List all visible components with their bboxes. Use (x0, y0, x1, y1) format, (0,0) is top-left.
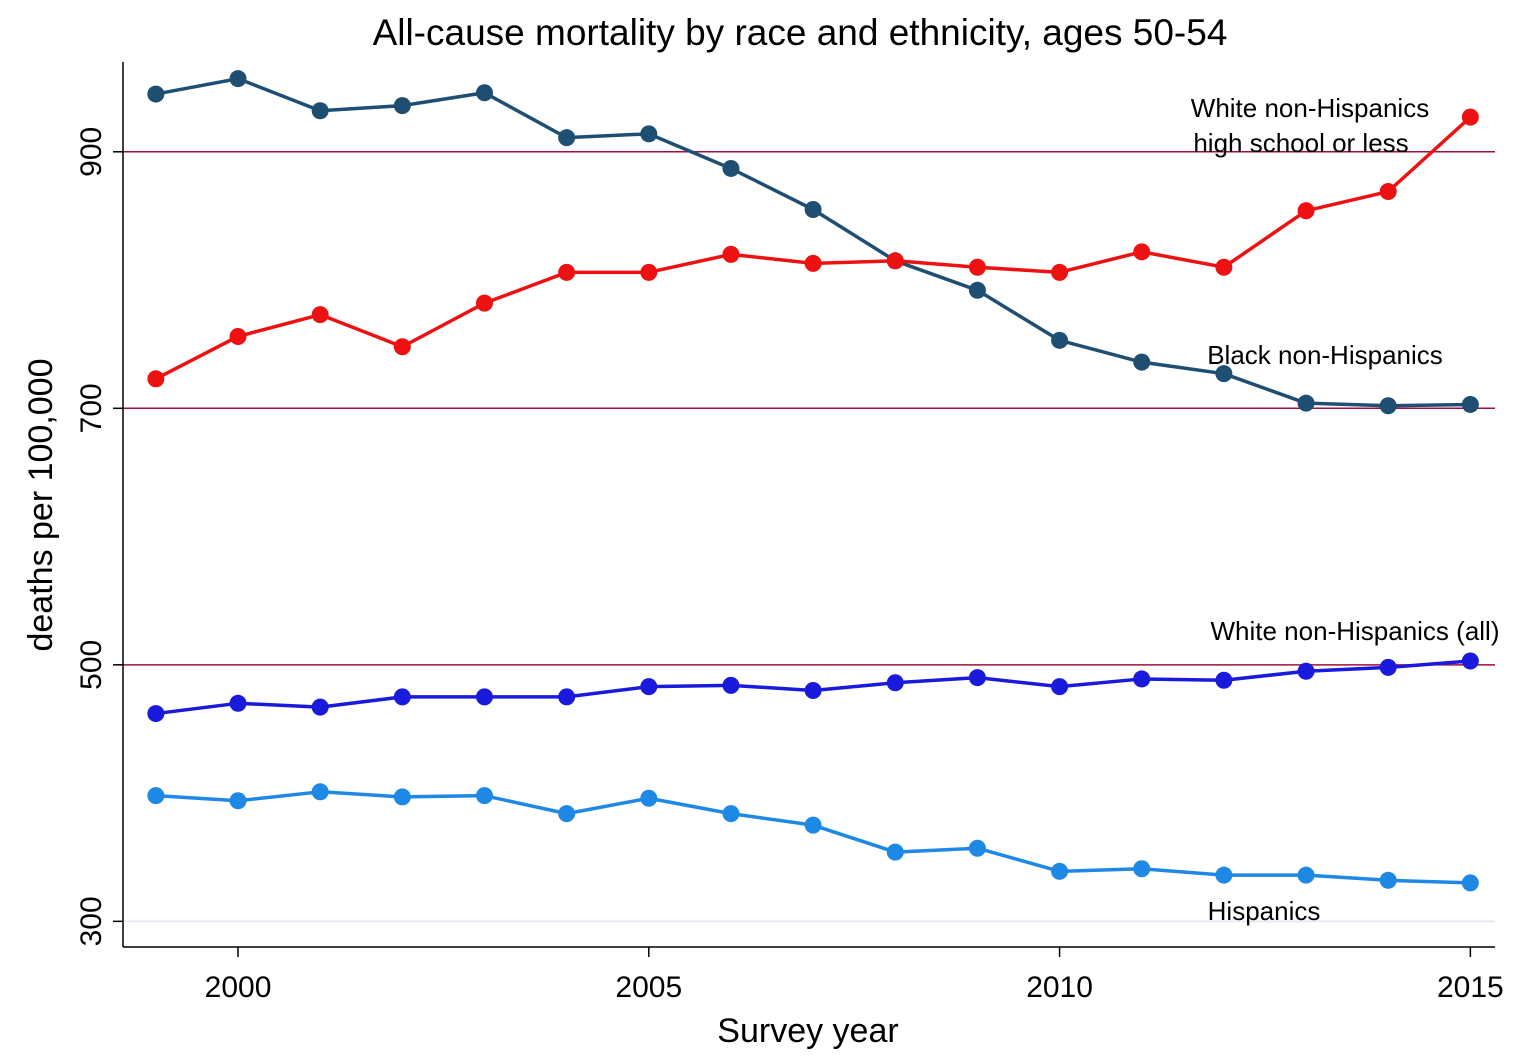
y-tick-label: 900 (75, 127, 108, 177)
data-point (1215, 866, 1233, 884)
data-point (722, 805, 740, 823)
data-point (311, 783, 329, 801)
data-point (968, 839, 986, 857)
data-point (475, 294, 493, 312)
data-point (886, 843, 904, 861)
data-point (558, 263, 576, 281)
y-tick-label: 300 (75, 896, 108, 946)
data-point (1297, 662, 1315, 680)
data-point (968, 669, 986, 687)
data-point (1133, 243, 1151, 261)
y-ticks: 300 500 700 900 (75, 127, 123, 946)
data-point (640, 263, 658, 281)
data-point (1461, 874, 1479, 892)
data-point (558, 805, 576, 823)
data-point (475, 84, 493, 102)
series-label-white-all: White non-Hispanics (all) (1211, 616, 1500, 646)
x-tick-label: 2015 (1437, 971, 1504, 1004)
data-point (558, 129, 576, 147)
data-point (311, 306, 329, 324)
series-label-white-hs-line2: high school or less (1193, 128, 1408, 158)
series-1 (147, 108, 1479, 388)
series-0 (147, 70, 1479, 415)
data-point (1133, 670, 1151, 688)
data-point (722, 159, 740, 177)
data-point (1051, 331, 1069, 349)
data-point (886, 674, 904, 692)
data-point (475, 787, 493, 805)
data-point (1379, 183, 1397, 201)
x-ticks: 2000 2005 2010 2015 (205, 947, 1504, 1004)
y-tick-label: 700 (75, 383, 108, 433)
data-point (804, 201, 822, 218)
data-point (968, 258, 986, 276)
data-point (1051, 263, 1069, 281)
data-point (1133, 353, 1151, 371)
series-label-black: Black non-Hispanics (1207, 340, 1443, 370)
reference-lines (123, 151, 1495, 923)
data-point (147, 370, 165, 388)
series-label-hispanics: Hispanics (1208, 896, 1321, 926)
x-axis-label: Survey year (717, 1012, 898, 1050)
data-point (1215, 671, 1233, 689)
data-point (229, 70, 247, 88)
data-point (393, 97, 411, 115)
data-point (1051, 678, 1069, 696)
data-point (475, 688, 493, 706)
data-point (229, 327, 247, 345)
data-point (804, 681, 822, 699)
data-point (722, 245, 740, 263)
series-2 (147, 652, 1479, 723)
data-point (1297, 866, 1315, 884)
data-point (393, 788, 411, 806)
data-point (1133, 860, 1151, 878)
series-layer (147, 70, 1479, 892)
data-point (311, 698, 329, 716)
y-tick-label: 500 (75, 640, 108, 690)
data-point (1215, 365, 1233, 383)
data-point (1297, 202, 1315, 220)
data-point (640, 678, 658, 696)
data-point (1051, 862, 1069, 880)
x-tick-label: 2000 (205, 971, 272, 1004)
data-point (804, 254, 822, 272)
x-tick-label: 2005 (615, 971, 682, 1004)
data-point (640, 789, 658, 807)
chart-title: All-cause mortality by race and ethnicit… (373, 12, 1228, 53)
series-line (155, 790, 1471, 885)
data-point (1215, 258, 1233, 276)
data-point (558, 688, 576, 706)
data-point (722, 676, 740, 694)
data-point (1461, 108, 1479, 126)
data-point (147, 787, 165, 805)
data-point (393, 688, 411, 706)
data-point (147, 705, 165, 723)
data-point (229, 694, 247, 712)
data-point (393, 338, 411, 356)
data-point (147, 85, 165, 103)
data-point (1379, 871, 1397, 889)
axes (122, 62, 1495, 948)
y-axis-label: deaths per 100,000 (22, 358, 60, 651)
data-point (1297, 394, 1315, 412)
data-point (311, 102, 329, 120)
data-point (640, 125, 658, 143)
data-point (1461, 395, 1479, 413)
series-3 (147, 783, 1479, 892)
data-point (1379, 658, 1397, 676)
data-point (229, 792, 247, 810)
data-point (1379, 397, 1397, 415)
series-label-white-hs-line1: White non-Hispanics (1191, 93, 1429, 123)
data-point (804, 816, 822, 834)
data-point (886, 252, 904, 270)
data-point (968, 281, 986, 299)
x-tick-label: 2010 (1026, 971, 1093, 1004)
data-point (1461, 652, 1479, 670)
